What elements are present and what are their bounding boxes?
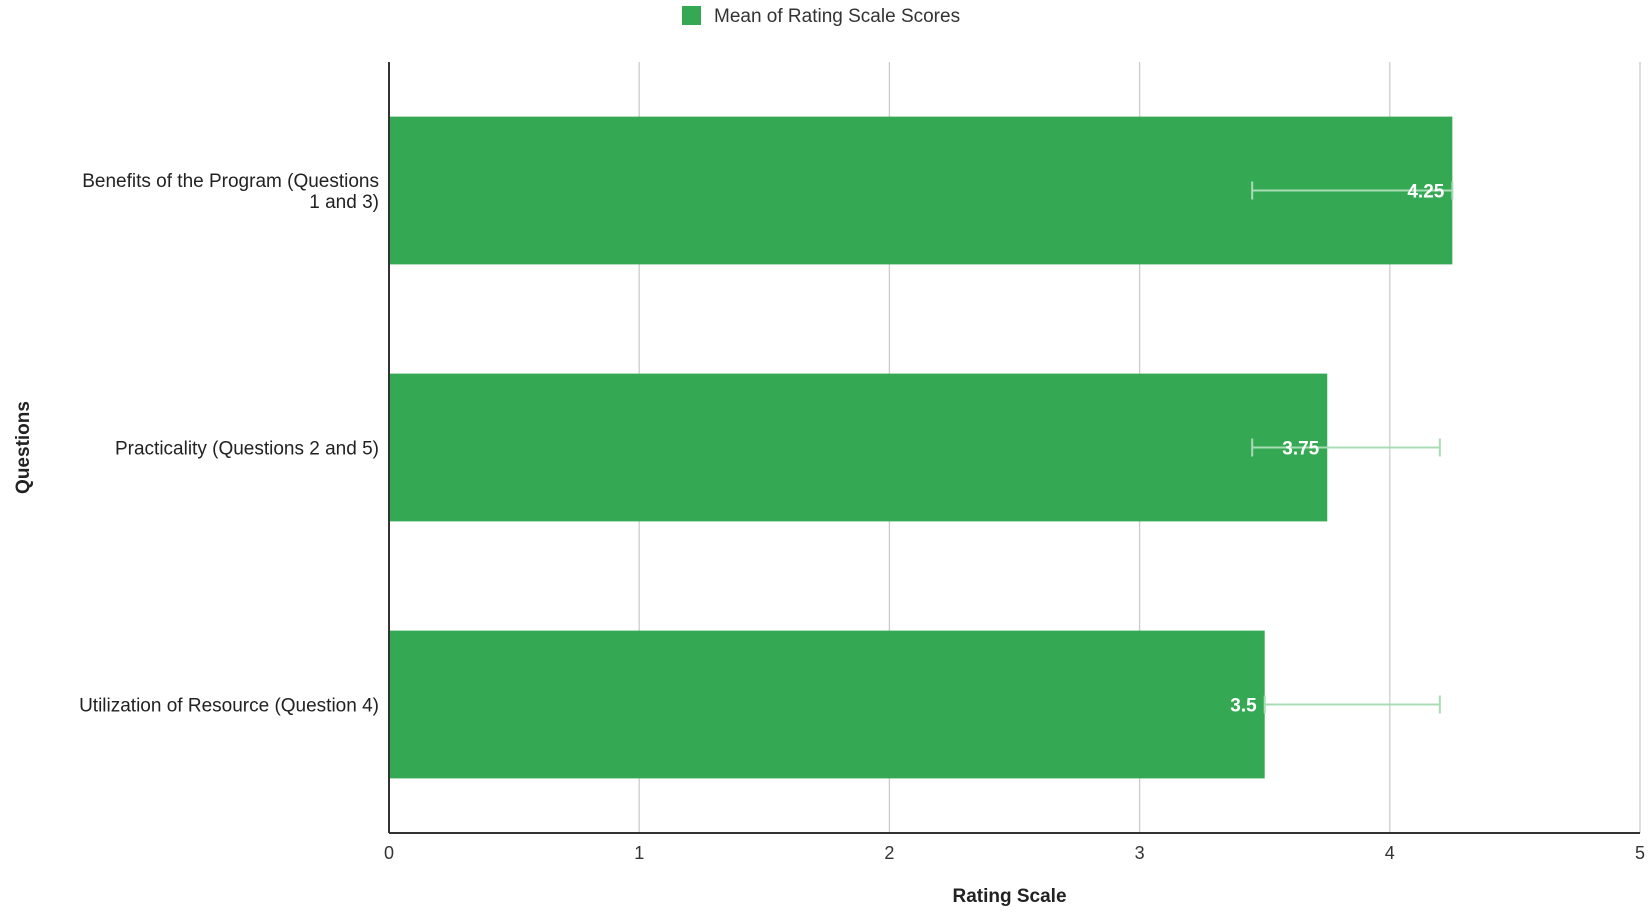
x-tick-label-5: 5 <box>1635 843 1645 863</box>
x-tick-label-1: 1 <box>634 843 644 863</box>
bar-2 <box>389 373 1328 522</box>
error-bars <box>1251 181 1454 714</box>
y-category-label-2: Practicality (Questions 2 and 5) <box>115 439 379 460</box>
y-category-label-3: Utilization of Resource (Question 4) <box>79 696 379 717</box>
y-category-label-1-line-1: Benefits of the Program (Questions <box>82 171 379 192</box>
labels: 0 1 2 3 4 5 4.25 Benefits of the Program (Quest… <box>79 171 1645 863</box>
legend-swatch <box>682 6 701 25</box>
bar-3 <box>389 630 1265 779</box>
x-tick-label-2: 2 <box>884 843 894 863</box>
data-label-2: 3.75 <box>1282 439 1319 460</box>
x-tick-label-0: 0 <box>384 843 394 863</box>
error-bar-3 <box>1263 695 1441 714</box>
y-axis-title: Questions <box>13 401 34 494</box>
data-label-1: 4.25 <box>1407 182 1444 203</box>
data-label-3: 3.5 <box>1230 696 1257 717</box>
y-category-label-1-line-2: 1 and 3) <box>309 192 379 213</box>
legend: Mean of Rating Scale Scores <box>682 6 960 27</box>
legend-label: Mean of Rating Scale Scores <box>714 6 960 27</box>
x-axis-title: Rating Scale <box>952 886 1066 907</box>
x-tick-label-3: 3 <box>1135 843 1145 863</box>
error-bar-2 <box>1251 438 1441 457</box>
x-tick-label-4: 4 <box>1385 843 1395 863</box>
bars <box>389 116 1453 779</box>
error-bar-1 <box>1251 181 1454 200</box>
axes <box>388 62 1640 834</box>
